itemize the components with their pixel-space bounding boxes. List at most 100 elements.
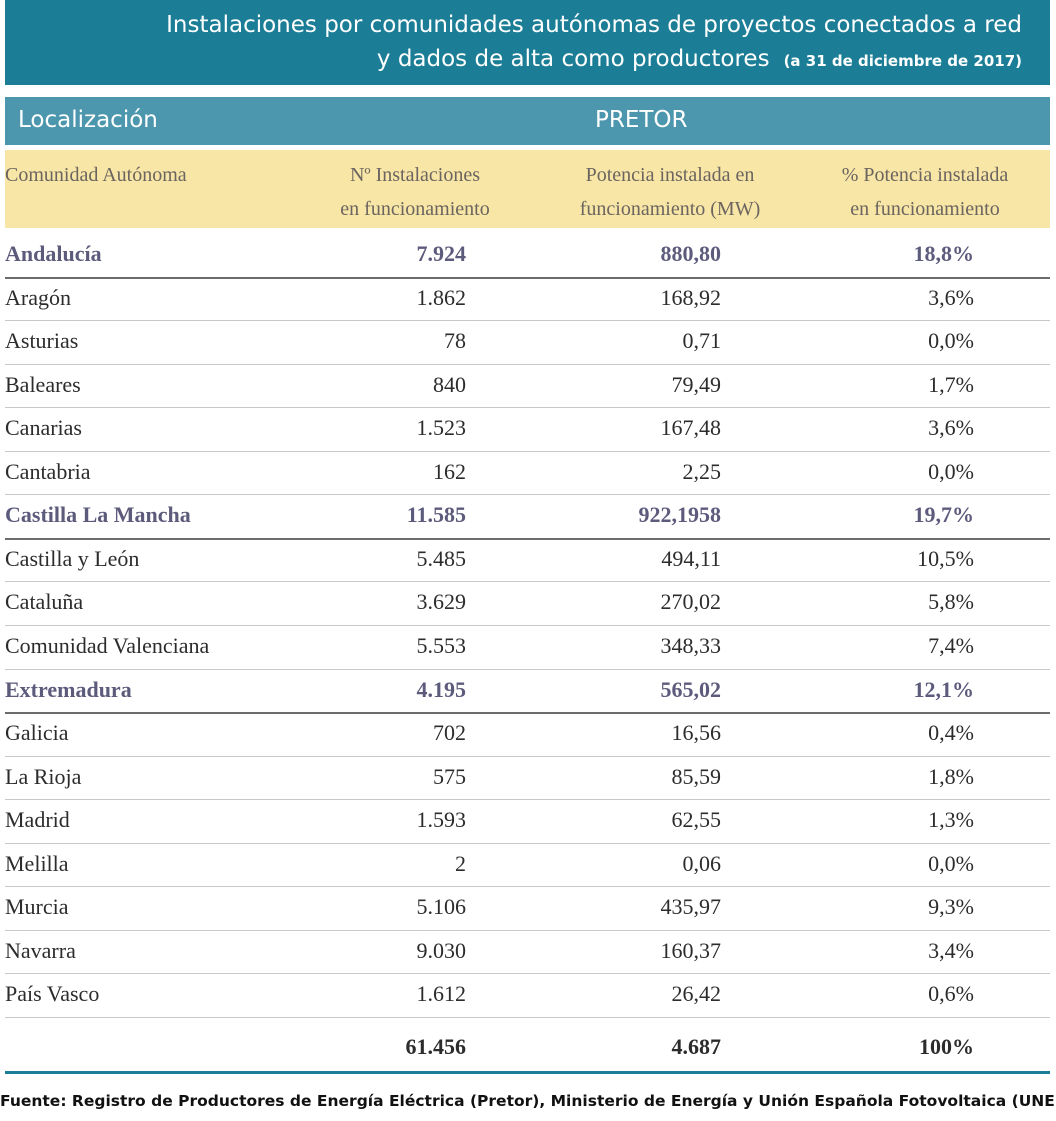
cell: 1.862: [416, 284, 467, 310]
region-name: Canarias: [5, 415, 82, 441]
cell: 12,1%: [913, 676, 975, 702]
cell: 3.629: [416, 589, 467, 615]
cell: 62,55: [671, 807, 722, 833]
cell: 348,33: [660, 632, 722, 658]
cell: 79,49: [671, 371, 722, 397]
cell: 9.030: [416, 937, 467, 963]
region-name: País Vasco: [5, 981, 100, 1007]
cell: 26,42: [671, 981, 722, 1007]
region-name: Castilla La Mancha: [5, 502, 191, 528]
header-cell: % Potencia instalada en funcionamiento: [820, 158, 1030, 226]
row-separator: [5, 624, 1050, 626]
row-separator: [5, 407, 1050, 409]
cell: 5,8%: [928, 589, 974, 615]
cell: 168,92: [660, 284, 722, 310]
cell: 0,06: [682, 850, 722, 876]
cell: 78: [444, 328, 466, 354]
row-separator: [5, 842, 1050, 844]
row-separator: [5, 494, 1050, 496]
region-name: Melilla: [5, 850, 69, 876]
region-name: La Rioja: [5, 763, 82, 789]
region-name: Asturias: [5, 328, 79, 354]
cell: 0,71: [682, 328, 722, 354]
row-separator: [5, 450, 1050, 452]
cell: 0,4%: [928, 720, 974, 746]
title: y dados de alta como productores: [376, 46, 770, 72]
cell: 167,48: [660, 415, 722, 441]
source: Fuente: Registro de Productores de Energ…: [0, 1092, 1056, 1110]
row-separator: [5, 973, 1050, 975]
region-name: Cantabria: [5, 458, 91, 484]
region-name: Aragón: [5, 284, 71, 310]
cell: 880,80: [660, 241, 722, 266]
cell: 0,0%: [928, 328, 974, 354]
band: Localización PRETOR: [5, 97, 1050, 145]
table-bottom-rule: [5, 1070, 1050, 1074]
title-bar: Instalaciones por comunidades autónomas …: [5, 0, 1050, 85]
header-line: Nº Instalaciones: [349, 164, 481, 186]
row-separator: [5, 581, 1050, 583]
region-name: Baleares: [5, 371, 81, 397]
cell: 4.195: [416, 676, 467, 702]
column-header: Comunidad Autónoma Nº Instalaciones en fun…: [5, 150, 1050, 228]
cell: 1,7%: [928, 371, 974, 397]
cell: 0,6%: [928, 981, 974, 1007]
cell: 5.553: [416, 632, 467, 658]
header-line: en funcionamiento: [340, 198, 490, 220]
cell: 11.585: [406, 502, 466, 528]
header-line: Potencia instalada en: [585, 164, 755, 186]
cell: 1.612: [416, 981, 467, 1007]
date: (a 31 de diciembre de 2017): [783, 52, 1022, 70]
band-label: Localización: [18, 107, 158, 133]
total-cell: 100%: [919, 1033, 974, 1059]
region-name: Navarra: [5, 937, 76, 963]
title-line: y dados de alta como productores (a 31 de…: [377, 46, 1022, 72]
cell: 494,11: [661, 545, 721, 571]
cell: 435,97: [660, 894, 722, 920]
cell: 19,7%: [913, 502, 975, 528]
header-line: % Potencia instalada: [841, 164, 1009, 186]
cell: 10,5%: [917, 545, 974, 571]
cell: 270,02: [660, 589, 722, 615]
cell: 7.924: [416, 241, 467, 266]
cell: 3,6%: [928, 415, 974, 441]
cell: 18,8%: [913, 241, 975, 266]
cell: 702: [433, 720, 466, 746]
cell: 1,8%: [928, 763, 974, 789]
cell: 16,56: [671, 720, 722, 746]
cell: 840: [433, 371, 466, 397]
region-name: Murcia: [5, 894, 69, 920]
row-separator: [5, 799, 1050, 801]
region-name: Extremadura: [5, 676, 132, 702]
row-separator: [5, 755, 1050, 757]
row-separator: [5, 320, 1050, 322]
cell: 5.485: [416, 545, 467, 571]
band-label: PRETOR: [595, 107, 688, 133]
header-cell: Potencia instalada en funcionamiento (MW): [560, 158, 780, 226]
cell: 1,3%: [928, 807, 974, 833]
region-name: Cataluña: [5, 589, 84, 615]
region-name: Andalucía: [5, 241, 102, 266]
region-name: Madrid: [5, 807, 70, 833]
cell: 0,0%: [928, 850, 974, 876]
region-name: Galicia: [5, 720, 69, 746]
cell: 85,59: [671, 763, 722, 789]
cell: 9,3%: [928, 894, 974, 920]
row-separator: [5, 276, 1050, 279]
header-line: funcionamiento (MW): [579, 198, 761, 220]
header-cell: Nº Instalaciones en funcionamiento: [315, 158, 515, 226]
row-separator: [5, 886, 1050, 888]
region-name: Castilla y León: [5, 545, 140, 571]
cell: 162: [433, 458, 466, 484]
row-separator: [5, 537, 1050, 540]
cell: 5.106: [416, 894, 467, 920]
cell: 2,25: [682, 458, 722, 484]
cell: 575: [433, 763, 466, 789]
header-line: en funcionamiento: [850, 198, 1000, 220]
row-separator: [5, 668, 1050, 670]
cell: 922,1958: [638, 502, 722, 528]
header-cell: Comunidad Autónoma: [5, 158, 187, 192]
cell: 7,4%: [928, 632, 974, 658]
cell: 3,4%: [928, 937, 974, 963]
title: Instalaciones por comunidades autónomas …: [166, 12, 1022, 38]
